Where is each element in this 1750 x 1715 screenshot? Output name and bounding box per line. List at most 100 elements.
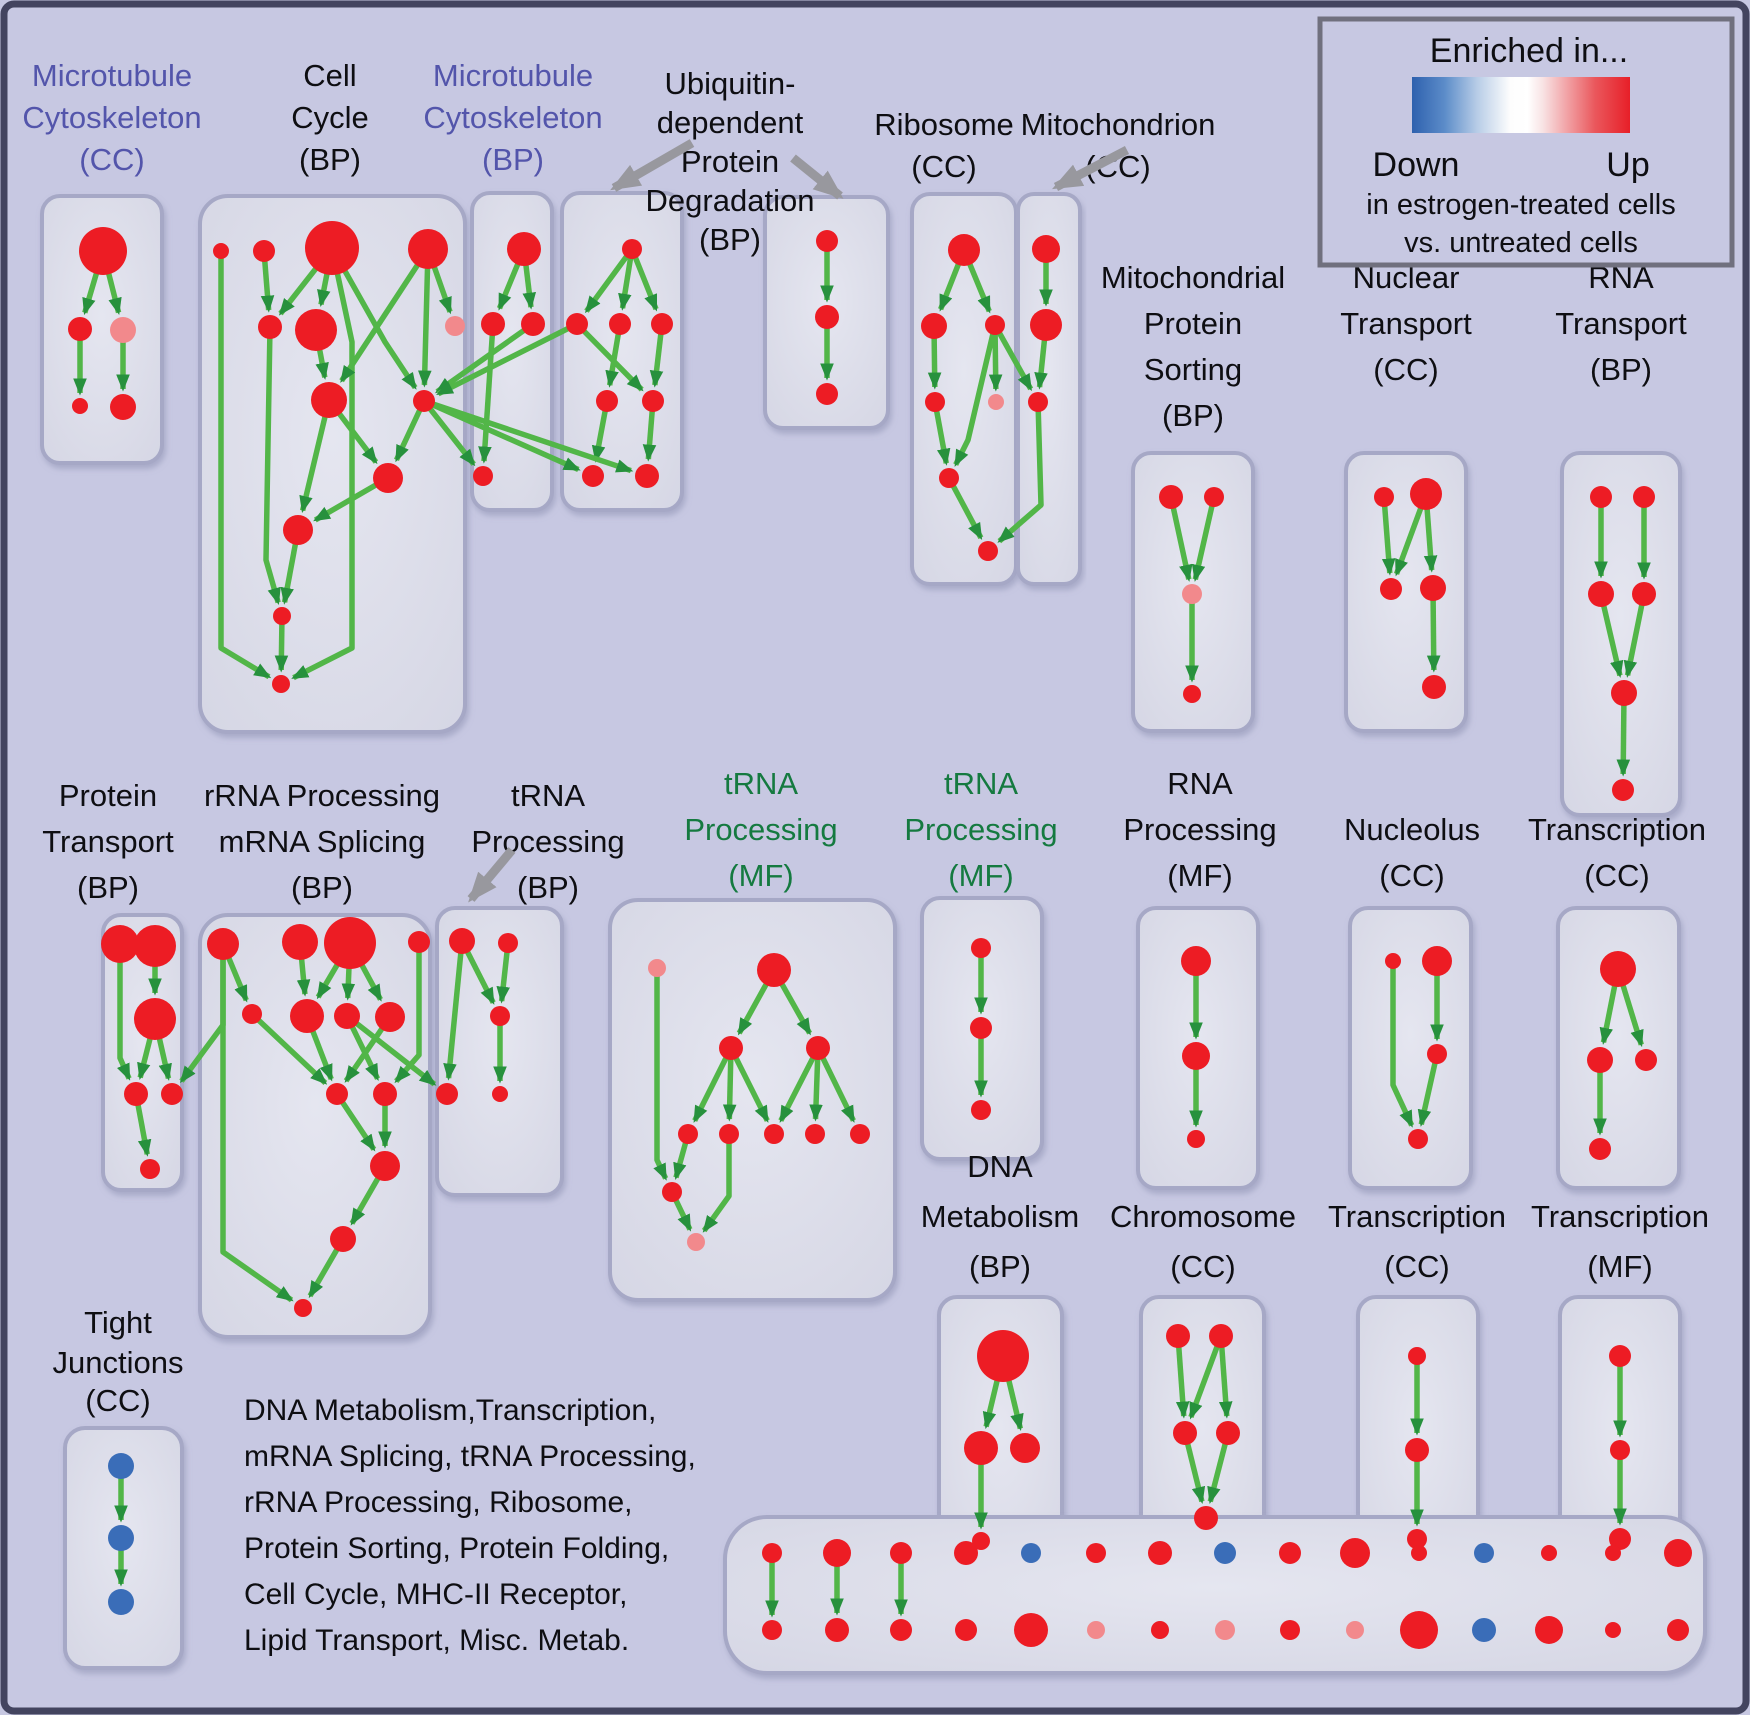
edge-microtubule-cytoskeleton-bp-2 — [478, 323, 496, 464]
go-term-node-microtubule-cytoskeleton-bp-3 — [473, 466, 493, 486]
go-term-node-ubiquitin-degradation-bp-b-0 — [816, 230, 838, 252]
go-term-node-misc-enriched-pathways-28 — [1605, 1622, 1621, 1638]
go-term-node-ubiquitin-degradation-bp-b-1 — [815, 305, 839, 329]
go-term-node-nucleolus-cc-3 — [1408, 1129, 1428, 1149]
cluster-label-tight-junctions-cc-line2: (CC) — [85, 1383, 150, 1418]
go-term-node-cell-cycle-bp-10 — [273, 607, 291, 625]
go-term-node-misc-enriched-pathways-14 — [1664, 1539, 1692, 1567]
go-term-node-rrna-processing-mrna-splicing-bp-7 — [375, 1002, 405, 1032]
misc-pathways-text-line4: Cell Cycle, MHC-II Receptor, — [244, 1578, 627, 1611]
go-term-node-ubiquitin-degradation-bp-a-5 — [642, 390, 664, 412]
go-term-node-rrna-processing-mrna-splicing-bp-0 — [207, 928, 239, 960]
edge-trna-processing-mf-1-8 — [815, 1046, 856, 1123]
go-term-node-transcription-mf-1 — [1610, 1440, 1630, 1460]
cluster-box-transcription-cc-row2 — [1556, 906, 1681, 1190]
go-term-node-nucleolus-cc-2 — [1427, 1044, 1447, 1064]
go-term-node-trna-processing-mf-1-4 — [678, 1124, 698, 1144]
misc-pathways-text-line2: rRNA Processing, Ribosome, — [244, 1486, 632, 1519]
legend-up-label: Up — [1606, 146, 1649, 184]
go-term-node-misc-enriched-pathways-2 — [890, 1542, 912, 1564]
edge-cross-4 — [423, 398, 634, 474]
go-term-node-dna-metabolism-bp-3 — [972, 1532, 990, 1550]
edge-chromosome-cc-0 — [1175, 1335, 1190, 1419]
go-term-node-nuclear-transport-cc-0 — [1374, 487, 1394, 507]
go-term-node-protein-transport-bp-4 — [161, 1083, 183, 1105]
edge-nuclear-transport-cc-0 — [1381, 496, 1396, 576]
go-term-node-ubiquitin-degradation-bp-a-3 — [651, 313, 673, 335]
edge-ribosome-cc-6 — [946, 476, 984, 541]
go-term-node-cell-cycle-bp-1 — [253, 240, 275, 262]
edge-ribosome-cc-4 — [953, 324, 998, 467]
edge-nucleolus-cc-0 — [1390, 961, 1415, 1128]
edge-ribosome-cc-5 — [932, 401, 951, 466]
go-term-node-microtubule-cytoskeleton-cc-0 — [79, 227, 127, 275]
go-term-node-trna-processing-bp-2 — [490, 1006, 510, 1026]
edge-cell-cycle-bp-7 — [418, 248, 432, 388]
go-term-node-rna-processing-mf-2 — [1187, 1130, 1205, 1148]
go-term-node-misc-enriched-pathways-7 — [1214, 1542, 1236, 1564]
labels: Microtubule Cytoskeleton (CC) Cell Cycle (BP)… — [22, 58, 1709, 1657]
cluster-label-ribosome-cc-line1: (CC) — [911, 149, 976, 184]
cluster-label-transcription-mf-line1: (MF) — [1587, 1249, 1652, 1284]
go-term-node-microtubule-cytoskeleton-cc-3 — [72, 398, 88, 414]
cluster-label-transcription-mf-line0: Transcription — [1531, 1199, 1709, 1234]
go-term-node-microtubule-cytoskeleton-bp-2 — [521, 312, 545, 336]
cluster-box-nuclear-transport-cc — [1344, 451, 1468, 733]
cluster-label-nucleolus-cc-line0: Nucleolus — [1344, 812, 1480, 847]
go-term-node-rna-transport-bp-1 — [1633, 486, 1655, 508]
go-term-node-nuclear-transport-cc-3 — [1420, 575, 1446, 601]
go-term-node-mitochondrion-cc-1 — [1030, 309, 1062, 341]
cluster-label-tight-junctions-cc-line0: Tight — [84, 1305, 152, 1340]
go-term-node-ribosome-cc-1 — [921, 313, 947, 339]
cluster-label-trna-processing-mf-2-line1: Processing — [904, 812, 1057, 847]
go-term-node-rrna-processing-mrna-splicing-bp-11 — [330, 1226, 356, 1252]
go-term-node-mitochondrial-protein-sorting-bp-0 — [1159, 485, 1183, 509]
go-term-node-trna-processing-mf-1-0 — [648, 959, 666, 977]
edge-trna-processing-mf-1-3 — [692, 1046, 734, 1123]
cluster-label-rna-processing-mf-line0: RNA — [1167, 766, 1233, 801]
go-term-node-misc-enriched-pathways-27 — [1535, 1616, 1563, 1644]
cluster-label-ubiquitin-degradation-bp-a-line0: Ubiquitin- — [665, 66, 796, 101]
edge-cross-7 — [179, 944, 226, 1084]
go-term-node-misc-enriched-pathways-22 — [1215, 1620, 1235, 1640]
go-term-node-rna-transport-bp-0 — [1590, 486, 1612, 508]
go-term-node-misc-enriched-pathways-11 — [1474, 1543, 1494, 1563]
cluster-label-mitochondrial-protein-sorting-bp-line0: Mitochondrial — [1101, 260, 1285, 295]
cluster-label-rna-processing-mf-line1: Processing — [1123, 812, 1276, 847]
go-term-node-trna-processing-mf-1-7 — [805, 1124, 825, 1144]
go-term-node-ubiquitin-degradation-bp-a-7 — [635, 464, 659, 488]
edge-cell-cycle-bp-4 — [329, 246, 418, 390]
cluster-box-nucleolus-cc — [1348, 906, 1473, 1190]
go-term-node-rrna-processing-mrna-splicing-bp-3 — [408, 931, 430, 953]
go-term-node-rrna-processing-mrna-splicing-bp-5 — [290, 999, 324, 1033]
go-term-node-chromosome-cc-3 — [1216, 1421, 1240, 1445]
cluster-label-ubiquitin-degradation-bp-a-line3: Degradation — [646, 183, 815, 218]
go-term-node-misc-enriched-pathways-6 — [1148, 1541, 1172, 1565]
go-term-node-trna-processing-bp-0 — [449, 928, 475, 954]
go-term-node-misc-enriched-pathways-29 — [1667, 1619, 1689, 1641]
cluster-label-trna-processing-bp-line0: tRNA — [511, 778, 585, 813]
go-term-node-misc-enriched-pathways-19 — [1014, 1613, 1048, 1647]
go-term-node-cell-cycle-bp-6 — [311, 382, 347, 418]
go-term-node-mitochondrion-cc-2 — [1028, 392, 1048, 412]
edge-trna-processing-bp-1 — [443, 940, 465, 1081]
go-term-node-trna-processing-bp-3 — [436, 1083, 458, 1105]
edge-mitochondrial-protein-sorting-bp-1 — [1191, 496, 1217, 582]
cluster-label-microtubule-cytoskeleton-cc-line0: Microtubule — [32, 58, 192, 93]
go-term-node-cell-cycle-bp-4 — [258, 315, 282, 339]
edge-cross-6 — [997, 401, 1044, 544]
go-term-node-nuclear-transport-cc-4 — [1422, 675, 1446, 699]
go-term-node-cell-cycle-bp-8 — [373, 463, 403, 493]
go-term-node-microtubule-cytoskeleton-cc-1 — [68, 317, 92, 341]
go-term-node-trna-processing-bp-1 — [498, 933, 518, 953]
nodes — [68, 221, 1692, 1649]
go-term-node-ubiquitin-degradation-bp-a-1 — [566, 313, 588, 335]
edge-rna-transport-bp-2 — [1598, 593, 1624, 678]
edge-cell-cycle-bp-16 — [274, 615, 289, 673]
go-term-node-ubiquitin-degradation-bp-a-4 — [596, 390, 618, 412]
go-term-node-misc-enriched-pathways-24 — [1346, 1621, 1364, 1639]
cluster-label-rrna-processing-mrna-splicing-bp-line1: mRNA Splicing — [219, 824, 426, 859]
cluster-label-chromosome-cc-line0: Chromosome — [1110, 1199, 1296, 1234]
cluster-label-transcription-cc-row2-line1: (CC) — [1584, 858, 1649, 893]
